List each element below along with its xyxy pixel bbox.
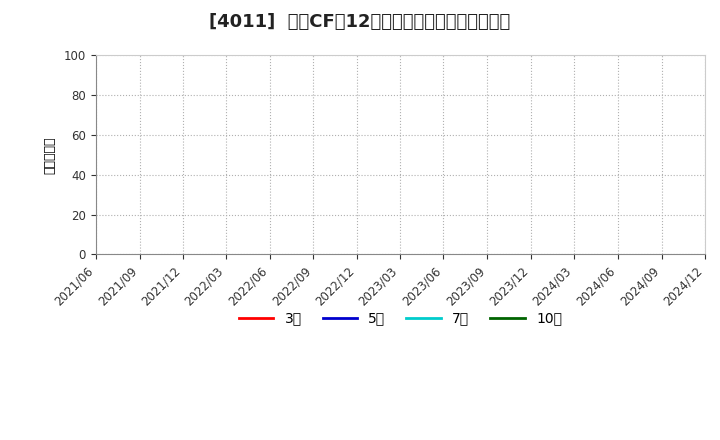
Y-axis label: （百万円）: （百万円）: [44, 136, 57, 173]
Legend: 3年, 5年, 7年, 10年: 3年, 5年, 7年, 10年: [233, 306, 567, 331]
Text: [4011]  投資CFの12か月移動合計の平均値の推移: [4011] 投資CFの12か月移動合計の平均値の推移: [210, 13, 510, 31]
